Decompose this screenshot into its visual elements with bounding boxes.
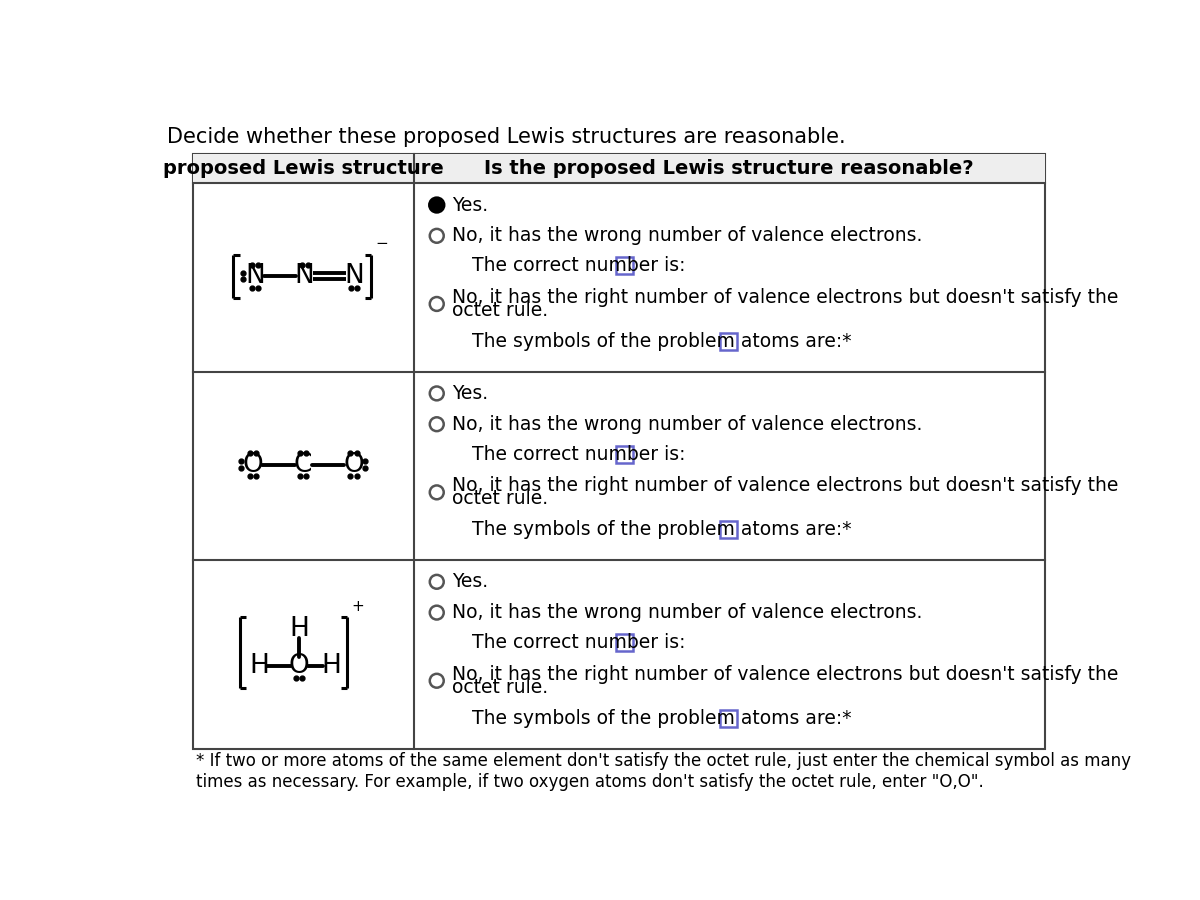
Text: The symbols of the problem atoms are:*: The symbols of the problem atoms are:*: [472, 332, 851, 351]
Text: +: +: [352, 598, 364, 614]
Text: O: O: [289, 653, 310, 679]
Text: N: N: [245, 263, 265, 289]
Text: No, it has the right number of valence electrons but doesn't satisfy the: No, it has the right number of valence e…: [452, 665, 1118, 684]
Bar: [720, 333, 737, 350]
Text: octet rule.: octet rule.: [452, 301, 548, 320]
Text: The correct number is:: The correct number is:: [472, 445, 685, 464]
Text: The symbols of the problem atoms are:*: The symbols of the problem atoms are:*: [472, 708, 851, 727]
Text: H: H: [322, 653, 342, 679]
Text: −: −: [376, 237, 388, 251]
Text: No, it has the wrong number of valence electrons.: No, it has the wrong number of valence e…: [452, 415, 923, 434]
Text: octet rule.: octet rule.: [452, 678, 548, 697]
Bar: [616, 634, 632, 651]
Text: octet rule.: octet rule.: [452, 490, 548, 508]
Bar: [720, 521, 737, 538]
Text: * If two or more atoms of the same element don't satisfy the octet rule, just en: * If two or more atoms of the same eleme…: [197, 752, 1132, 791]
Text: Yes.: Yes.: [452, 572, 488, 591]
Text: Decide whether these proposed Lewis structures are reasonable.: Decide whether these proposed Lewis stru…: [167, 127, 846, 148]
Text: No, it has the right number of valence electrons but doesn't satisfy the: No, it has the right number of valence e…: [452, 288, 1118, 307]
Text: proposed Lewis structure: proposed Lewis structure: [163, 159, 444, 178]
Text: O: O: [343, 452, 364, 478]
Text: The correct number is:: The correct number is:: [472, 633, 685, 652]
Text: N: N: [344, 263, 364, 289]
Bar: [616, 257, 632, 274]
Text: C: C: [294, 452, 312, 478]
Bar: [720, 709, 737, 726]
Bar: [193, 154, 1045, 184]
Text: Is the proposed Lewis structure reasonable?: Is the proposed Lewis structure reasonab…: [485, 159, 974, 178]
Text: No, it has the wrong number of valence electrons.: No, it has the wrong number of valence e…: [452, 226, 923, 246]
Text: No, it has the wrong number of valence electrons.: No, it has the wrong number of valence e…: [452, 603, 923, 622]
Text: No, it has the right number of valence electrons but doesn't satisfy the: No, it has the right number of valence e…: [452, 476, 1118, 495]
Text: Yes.: Yes.: [452, 195, 488, 214]
Bar: [193, 154, 1045, 749]
Text: The correct number is:: The correct number is:: [472, 256, 685, 275]
Text: N: N: [295, 263, 314, 289]
Text: The symbols of the problem atoms are:*: The symbols of the problem atoms are:*: [472, 520, 851, 539]
Text: H: H: [248, 653, 269, 679]
Bar: [616, 446, 632, 463]
Text: Yes.: Yes.: [452, 384, 488, 403]
Text: H: H: [289, 616, 310, 642]
Text: O: O: [242, 452, 263, 478]
